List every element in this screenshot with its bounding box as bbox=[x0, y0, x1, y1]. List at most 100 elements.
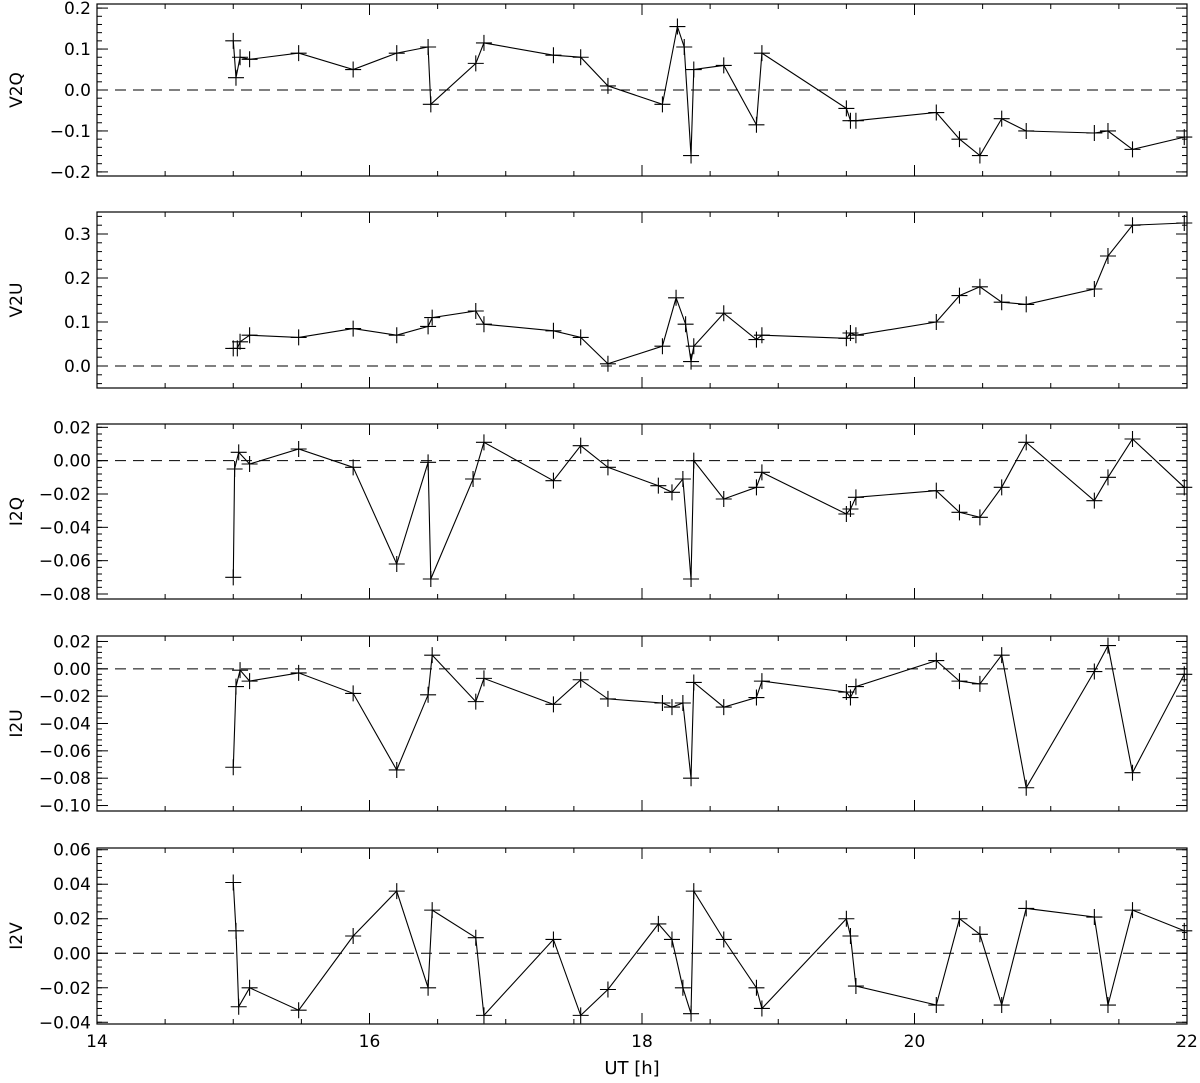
y-tick-label: 0.04 bbox=[53, 875, 91, 895]
data-point bbox=[1176, 479, 1193, 496]
data-point bbox=[1018, 900, 1035, 917]
data-point bbox=[1086, 281, 1103, 297]
data-point bbox=[241, 51, 258, 68]
data-point bbox=[1018, 122, 1035, 139]
data-point bbox=[232, 49, 249, 66]
series-line bbox=[233, 222, 1185, 365]
data-point bbox=[424, 647, 441, 664]
data-point bbox=[545, 696, 562, 713]
data-point bbox=[685, 338, 702, 355]
data-point bbox=[420, 686, 437, 703]
data-point bbox=[753, 1000, 770, 1017]
data-point bbox=[345, 685, 362, 702]
data-point bbox=[290, 664, 307, 681]
panel-v2u: 0.0 0.1 0.2 0.3 V2U bbox=[7, 211, 1193, 389]
data-point bbox=[599, 77, 616, 94]
data-point bbox=[227, 922, 244, 939]
data-point bbox=[225, 759, 242, 776]
data-point bbox=[225, 32, 242, 49]
data-point bbox=[951, 131, 968, 148]
data-point bbox=[599, 981, 616, 998]
data-point bbox=[928, 482, 945, 499]
data-point bbox=[683, 770, 700, 787]
panels: −0.2 −0.1 0.0 0.1 0.2 V2Q 0.0 0.1 0.2 0.3 V2U −0.08… bbox=[7, 0, 1198, 1052]
data-point bbox=[674, 694, 691, 711]
data-point bbox=[663, 699, 680, 716]
data-point bbox=[232, 333, 249, 350]
data-point bbox=[599, 690, 616, 707]
data-point bbox=[1099, 122, 1116, 139]
series-line bbox=[232, 643, 1185, 790]
data-point bbox=[993, 479, 1010, 496]
data-point bbox=[1124, 431, 1141, 447]
data-point bbox=[685, 674, 702, 691]
data-point bbox=[225, 569, 242, 586]
data-point bbox=[388, 45, 405, 62]
data-point bbox=[345, 320, 362, 337]
data-point bbox=[753, 673, 770, 690]
data-point bbox=[467, 55, 484, 72]
plot-frame bbox=[96, 847, 1188, 1025]
data-point bbox=[1099, 637, 1116, 654]
y-tick-label: 0.0 bbox=[64, 81, 91, 101]
data-point bbox=[685, 61, 702, 78]
data-point bbox=[971, 509, 988, 526]
data-point bbox=[572, 49, 589, 66]
y-tick-label: −0.1 bbox=[50, 122, 91, 142]
data-point bbox=[475, 434, 492, 451]
y-tick-label: 0.2 bbox=[64, 269, 91, 289]
data-point bbox=[663, 484, 680, 501]
data-point bbox=[241, 456, 258, 472]
data-point bbox=[674, 471, 691, 487]
data-point bbox=[290, 329, 307, 346]
series-line bbox=[232, 438, 1185, 580]
data-point bbox=[388, 556, 405, 572]
data-point bbox=[838, 100, 855, 117]
data-point bbox=[420, 979, 437, 996]
data-point bbox=[229, 340, 246, 357]
data-point bbox=[467, 693, 484, 710]
y-tick-label: −0.02 bbox=[39, 979, 91, 999]
data-point bbox=[715, 305, 732, 322]
y-axis-label: V2U bbox=[7, 283, 27, 318]
data-point bbox=[993, 110, 1010, 127]
data-point bbox=[993, 997, 1010, 1014]
x-axis-label: UT [h] bbox=[604, 1058, 659, 1079]
data-point bbox=[928, 314, 945, 330]
y-axis-label: V2Q bbox=[7, 72, 27, 108]
data-point bbox=[748, 979, 765, 996]
data-point bbox=[1099, 469, 1116, 486]
plot-frame bbox=[96, 211, 1188, 389]
data-point bbox=[475, 1007, 492, 1024]
data-point bbox=[345, 459, 362, 476]
data-point bbox=[748, 479, 765, 496]
data-point bbox=[545, 47, 562, 64]
y-axis-label: I2Q bbox=[7, 497, 27, 526]
y-tick-label: −0.08 bbox=[39, 769, 91, 789]
data-point bbox=[748, 689, 765, 706]
data-point bbox=[545, 931, 562, 948]
y-tick-label: 0.02 bbox=[53, 632, 91, 652]
data-point bbox=[951, 504, 968, 521]
data-point bbox=[753, 464, 770, 481]
data-point bbox=[951, 910, 968, 927]
data-point bbox=[230, 998, 247, 1015]
y-tick-label: −0.04 bbox=[39, 518, 91, 538]
data-point bbox=[654, 96, 671, 113]
data-point bbox=[715, 931, 732, 948]
data-point bbox=[241, 673, 258, 690]
data-point bbox=[424, 902, 441, 919]
data-point bbox=[467, 929, 484, 946]
data-point bbox=[465, 471, 482, 487]
y-tick-label: 0.06 bbox=[53, 841, 91, 861]
data-point bbox=[748, 116, 765, 133]
y-tick-label: 0.00 bbox=[53, 452, 91, 472]
y-tick-label: 0.02 bbox=[53, 910, 91, 930]
data-point bbox=[290, 1002, 307, 1019]
data-point bbox=[420, 39, 437, 55]
data-point bbox=[1176, 129, 1193, 146]
data-point bbox=[971, 675, 988, 692]
data-point bbox=[650, 915, 667, 932]
data-point bbox=[847, 489, 864, 506]
